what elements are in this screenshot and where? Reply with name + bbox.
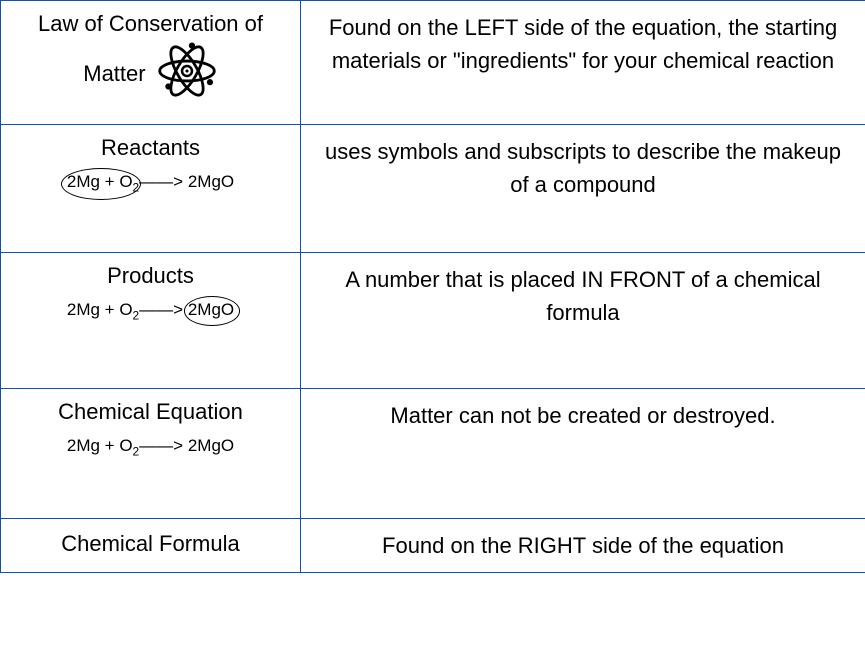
term-cell: Chemical Formula — [1, 519, 301, 573]
term-cell: Law of Conservation of Matter — [1, 1, 301, 125]
term-text: Chemical Formula — [61, 531, 240, 556]
term-text: Products — [11, 261, 290, 292]
table-row: Chemical Equation 2Mg + O2——> 2MgO Matte… — [1, 389, 865, 519]
term-text: Reactants — [11, 133, 290, 164]
term-text: Law of Conservation of Matter — [38, 11, 263, 86]
definition-cell: uses symbols and subscripts to describe … — [301, 125, 865, 253]
definition-text: Matter can not be created or destroyed. — [390, 403, 775, 428]
term-text: Chemical Equation — [11, 397, 290, 428]
definition-text: A number that is placed IN FRONT of a ch… — [345, 267, 820, 325]
table-row: Reactants 2Mg + O2 ——> 2MgO uses symbols… — [1, 125, 865, 253]
table-row: Chemical Formula Found on the RIGHT side… — [1, 519, 865, 573]
chemical-formula: 2Mg + O2 ——> 2MgO — [67, 170, 234, 196]
term-cell: Chemical Equation 2Mg + O2——> 2MgO — [1, 389, 301, 519]
vocab-table: Law of Conservation of Matter — [0, 0, 865, 573]
chemical-formula: 2Mg + O2——> 2MgO — [67, 434, 234, 460]
chemical-formula: 2Mg + O2——> 2MgO — [67, 298, 234, 324]
definition-text: uses symbols and subscripts to describe … — [325, 139, 841, 197]
definition-cell: Found on the RIGHT side of the equation — [301, 519, 865, 573]
term-cell: Reactants 2Mg + O2 ——> 2MgO — [1, 125, 301, 253]
term-cell: Products 2Mg + O2——> 2MgO — [1, 253, 301, 389]
definition-text: Found on the RIGHT side of the equation — [382, 533, 784, 558]
definition-text: Found on the LEFT side of the equation, … — [329, 15, 837, 73]
definition-cell: A number that is placed IN FRONT of a ch… — [301, 253, 865, 389]
table-row: Law of Conservation of Matter — [1, 1, 865, 125]
table-row: Products 2Mg + O2——> 2MgO A number that … — [1, 253, 865, 389]
atom-icon — [156, 40, 218, 111]
definition-cell: Matter can not be created or destroyed. — [301, 389, 865, 519]
definition-cell: Found on the LEFT side of the equation, … — [301, 1, 865, 125]
